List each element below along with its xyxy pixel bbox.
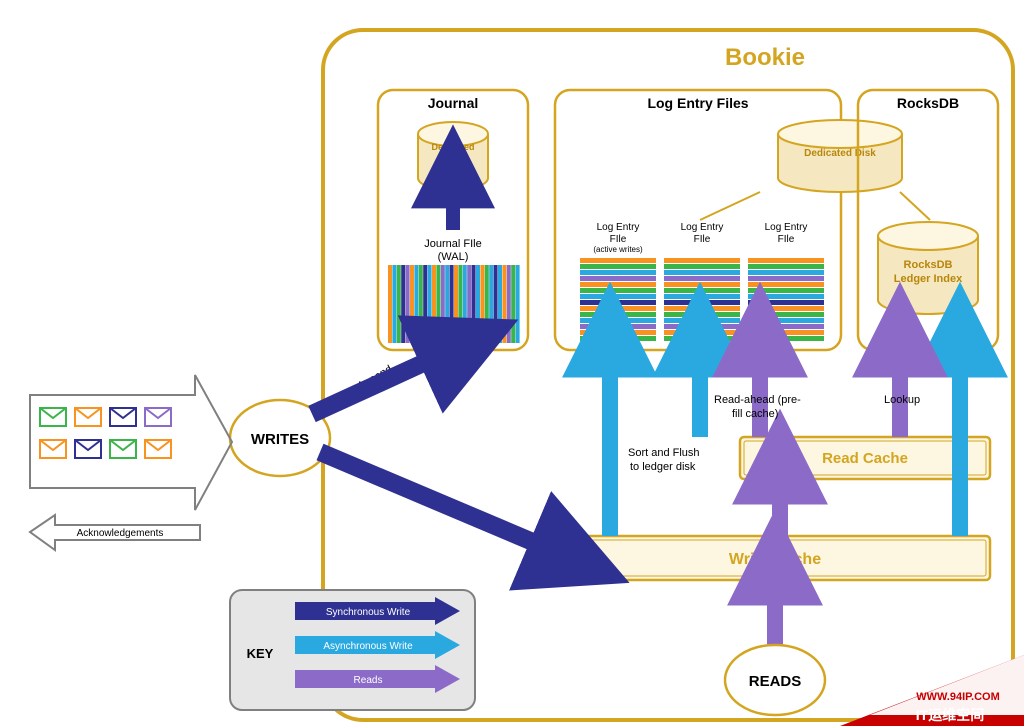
logentry-file3: Log Entry FIle xyxy=(765,222,808,245)
svg-text:(active writes): (active writes) xyxy=(593,245,643,254)
svg-text:RocksDB: RocksDB xyxy=(904,259,953,271)
ack-label: Acknowledgements xyxy=(77,528,164,539)
svg-text:Log Entry: Log Entry xyxy=(681,222,724,233)
rocksdb-title: RocksDB xyxy=(897,95,959,111)
svg-text:Log Entry: Log Entry xyxy=(765,222,808,233)
sort-flush-l2: to ledger disk xyxy=(630,461,696,473)
logentry-disk: Dedicated Disk xyxy=(778,120,902,192)
journal-title: Journal xyxy=(428,95,479,111)
envelope-icon xyxy=(40,408,66,426)
watermark: WWW.94IP.COM IT运维空间 xyxy=(840,655,1024,726)
logentry-file2: Log Entry FIle xyxy=(681,222,724,245)
read-cache-label: Read Cache xyxy=(822,450,908,467)
messages-arrow xyxy=(30,375,232,510)
rocksdb-index-disk: RocksDB Ledger Index xyxy=(878,222,978,314)
sort-flush-l1: Sort and Flush xyxy=(628,447,700,459)
svg-text:FIle: FIle xyxy=(778,234,795,245)
bookie-title: Bookie xyxy=(725,44,805,71)
svg-text:IT运维空间: IT运维空间 xyxy=(916,707,984,723)
svg-text:Asynchronous Write: Asynchronous Write xyxy=(323,641,413,652)
envelope-icon xyxy=(110,408,136,426)
svg-text:Synchronous Write: Synchronous Write xyxy=(326,607,411,618)
logentry-file1: Log Entry FIle (active writes) xyxy=(593,222,643,254)
svg-text:Dedicated Disk: Dedicated Disk xyxy=(804,148,876,159)
svg-text:Ledger Index: Ledger Index xyxy=(894,273,963,285)
readahead-l1: Read-ahead (pre- xyxy=(714,394,801,406)
readahead-l2: fill cache) xyxy=(732,408,778,420)
journal-wal-stripes xyxy=(388,265,520,343)
envelope-icon xyxy=(75,440,101,458)
svg-text:Disk: Disk xyxy=(443,154,463,164)
envelope-icon xyxy=(40,440,66,458)
svg-text:FIle: FIle xyxy=(694,234,711,245)
envelope-icon xyxy=(110,440,136,458)
lookup-label: Lookup xyxy=(884,394,920,406)
arrow-writes-writecache xyxy=(320,452,540,545)
writes-label: WRITES xyxy=(251,431,309,448)
journal-file-label1: Journal FIle xyxy=(424,238,481,250)
arrow-writes-journal xyxy=(312,360,430,414)
svg-text:Dedicated: Dedicated xyxy=(431,142,474,152)
logentry-title: Log Entry Files xyxy=(647,95,748,111)
key-title: KEY xyxy=(247,646,274,661)
svg-text:FIle: FIle xyxy=(610,234,627,245)
envelope-icon xyxy=(145,408,171,426)
reads-label: READS xyxy=(749,673,802,690)
envelope-icon xyxy=(75,408,101,426)
journal-disk: Dedicated Disk xyxy=(418,122,488,190)
svg-text:Log Entry: Log Entry xyxy=(597,222,640,233)
write-cache-label: Write Cache xyxy=(729,551,821,568)
journal-file-label2: (WAL) xyxy=(438,251,469,263)
envelope-icon xyxy=(145,440,171,458)
svg-text:WWW.94IP.COM: WWW.94IP.COM xyxy=(916,691,1000,703)
svg-text:Reads: Reads xyxy=(354,675,383,686)
